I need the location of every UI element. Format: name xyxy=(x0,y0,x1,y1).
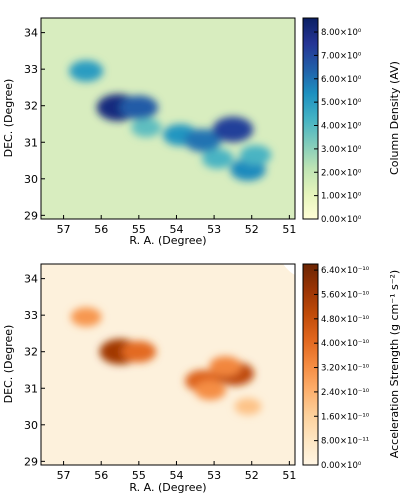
density-feature xyxy=(234,398,262,415)
colorbar-tick-label: 5.60×10⁻¹⁰ xyxy=(321,290,370,300)
y-tick-label: 31 xyxy=(24,382,38,395)
x-axis-ticks: 57 56 55 54 53 52 51 xyxy=(57,461,296,482)
x-tick-label: 56 xyxy=(94,469,108,482)
colorbar-tick-label: 4.80×10⁻¹⁰ xyxy=(321,315,370,325)
y-tick-label: 34 xyxy=(24,27,38,40)
map-background xyxy=(41,264,295,465)
density-feature xyxy=(202,148,234,169)
density-feature xyxy=(119,95,159,120)
y-axis-ticks: 29 30 31 32 33 34 xyxy=(24,273,45,468)
map-corner-artifact xyxy=(283,264,295,275)
colorbar-tick-label: 3.00×10⁰ xyxy=(321,145,362,155)
x-tick-label: 51 xyxy=(282,223,296,236)
x-axis-title: R. A. (Degree) xyxy=(129,481,206,494)
map-frame xyxy=(40,17,296,220)
colorbar-tick-label: 2.40×10⁻¹⁰ xyxy=(321,388,370,398)
acceleration-map xyxy=(41,264,295,465)
y-tick-label: 34 xyxy=(24,273,38,286)
column-density-colorbar: 0.00×10⁰ 1.00×10⁰ 2.00×10⁰ 3.00×10⁰ 4.00×10⁰… xyxy=(302,17,401,225)
x-tick-label: 56 xyxy=(94,223,108,236)
colorbar-gradient xyxy=(302,17,319,220)
colorbar-ticks: 0.00×10⁰ 1.00×10⁰ 2.00×10⁰ 3.00×10⁰ 4.00×10⁰… xyxy=(314,28,362,225)
y-tick-label: 33 xyxy=(24,309,38,322)
colorbar-tick-label: 3.20×10⁻¹⁰ xyxy=(321,364,370,374)
y-tick-label: 29 xyxy=(24,455,38,468)
density-feature xyxy=(121,340,157,363)
y-tick-label: 32 xyxy=(24,100,38,113)
y-axis-title: DEC. (Degree) xyxy=(2,79,15,158)
y-tick-label: 30 xyxy=(24,419,38,432)
density-feature xyxy=(184,128,222,153)
colorbar-tick-label: 4.00×10⁻¹⁰ xyxy=(321,339,370,349)
density-feature xyxy=(212,116,254,143)
colorbar-tick-label: 1.00×10⁰ xyxy=(321,192,362,202)
colorbar-ticks: 0.00×10⁰ 8.00×10⁻¹¹ 1.60×10⁻¹⁰ 2.40×10⁻¹⁰ 3.… xyxy=(314,266,370,471)
x-tick-label: 51 xyxy=(282,469,296,482)
column-density-map xyxy=(41,18,295,219)
density-feature xyxy=(70,307,102,327)
colorbar-gradient xyxy=(302,263,319,466)
x-tick-label: 57 xyxy=(57,223,71,236)
density-feature xyxy=(209,356,242,377)
colorbar-tick-label: 6.40×10⁻¹⁰ xyxy=(321,266,370,276)
x-tick-label: 53 xyxy=(207,469,221,482)
y-tick-label: 33 xyxy=(24,63,38,76)
colorbar-tick-label: 6.00×10⁰ xyxy=(321,75,362,85)
column-density-panel: 57 56 55 54 53 52 51 29 30 31 32 33 34 R. A. (Degre… xyxy=(2,17,401,247)
y-tick-label: 30 xyxy=(24,173,38,186)
density-feature xyxy=(131,118,162,138)
density-feature xyxy=(69,60,104,82)
x-tick-label: 55 xyxy=(132,223,146,236)
colorbar-tick-label: 4.00×10⁰ xyxy=(321,122,362,132)
y-tick-label: 32 xyxy=(24,346,38,359)
colorbar-tick-label: 0.00×10⁰ xyxy=(321,215,362,225)
map-background xyxy=(41,18,295,219)
x-tick-label: 57 xyxy=(57,469,71,482)
y-tick-label: 29 xyxy=(24,209,38,222)
colorbar-tick-label: 2.00×10⁰ xyxy=(321,168,362,178)
y-tick-label: 31 xyxy=(24,136,38,149)
x-tick-label: 52 xyxy=(245,223,259,236)
colorbar-tick-label: 0.00×10⁰ xyxy=(321,461,362,471)
acceleration-panel: 57 56 55 54 53 52 51 29 30 31 32 33 34 R. A. (Degre… xyxy=(2,263,401,494)
colorbar-title: Column Density (AV) xyxy=(388,61,401,175)
x-axis-ticks: 57 56 55 54 53 52 51 xyxy=(57,215,296,236)
density-feature xyxy=(239,145,272,165)
colorbar-tick-label: 8.00×10⁰ xyxy=(321,28,362,38)
x-tick-label: 55 xyxy=(132,469,146,482)
x-axis-title: R. A. (Degree) xyxy=(129,234,206,247)
acceleration-colorbar: 0.00×10⁰ 8.00×10⁻¹¹ 1.60×10⁻¹⁰ 2.40×10⁻¹⁰ 3.… xyxy=(302,263,401,471)
x-tick-label: 54 xyxy=(169,469,183,482)
x-tick-label: 53 xyxy=(207,223,221,236)
x-tick-label: 54 xyxy=(169,223,183,236)
colorbar-tick-label: 1.60×10⁻¹⁰ xyxy=(321,412,370,422)
y-axis-ticks: 29 30 31 32 33 34 xyxy=(24,27,45,222)
colorbar-tick-label: 7.00×10⁰ xyxy=(321,51,362,61)
colorbar-tick-label: 8.00×10⁻¹¹ xyxy=(321,437,369,447)
colorbar-title: Acceleration Strength (g cm⁻¹ s⁻²) xyxy=(388,270,401,458)
x-tick-label: 52 xyxy=(245,469,259,482)
map-frame xyxy=(40,263,296,466)
colorbar-tick-label: 5.00×10⁰ xyxy=(321,98,362,108)
density-feature xyxy=(194,380,227,400)
y-axis-title: DEC. (Degree) xyxy=(2,325,15,404)
